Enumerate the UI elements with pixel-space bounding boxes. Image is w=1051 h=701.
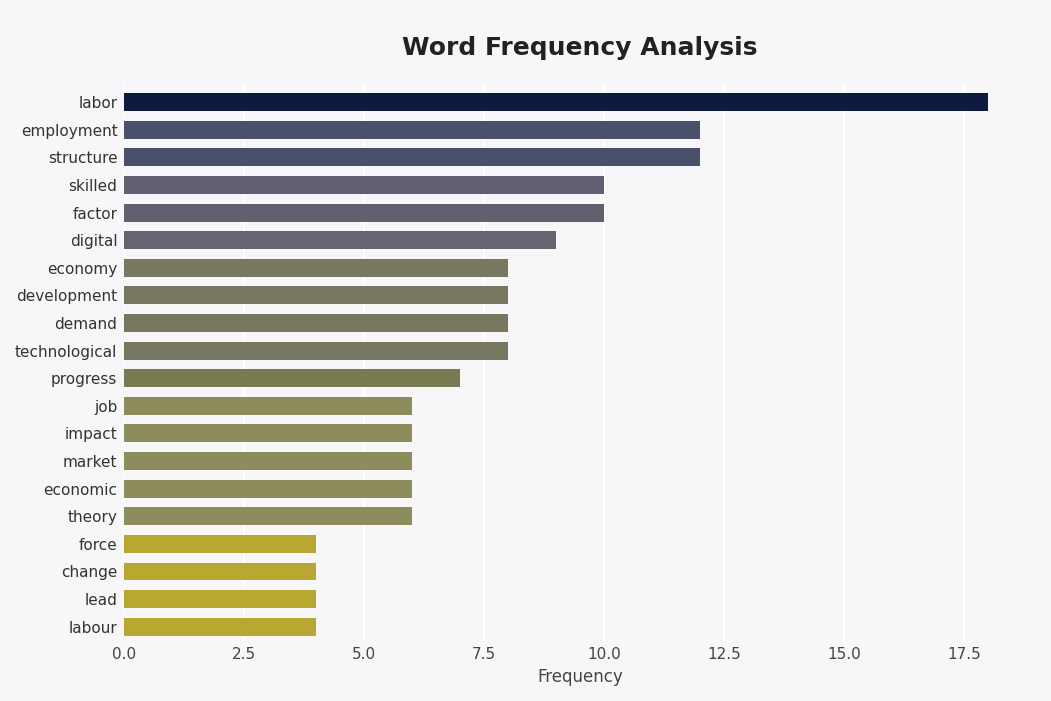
X-axis label: Frequency: Frequency xyxy=(537,668,623,686)
Bar xyxy=(124,93,988,111)
Bar xyxy=(124,479,412,498)
Bar xyxy=(124,176,604,194)
Bar xyxy=(124,341,509,360)
Bar xyxy=(124,508,412,525)
Bar xyxy=(124,618,316,636)
Bar xyxy=(124,231,556,249)
Bar xyxy=(124,203,604,222)
Bar xyxy=(124,259,509,277)
Bar xyxy=(124,535,316,553)
Bar xyxy=(124,121,700,139)
Bar xyxy=(124,149,700,166)
Bar xyxy=(124,590,316,608)
Bar xyxy=(124,287,509,304)
Bar xyxy=(124,452,412,470)
Bar xyxy=(124,562,316,580)
Title: Word Frequency Analysis: Word Frequency Analysis xyxy=(403,36,758,60)
Bar xyxy=(124,369,460,387)
Bar xyxy=(124,425,412,442)
Bar xyxy=(124,314,509,332)
Bar xyxy=(124,397,412,415)
